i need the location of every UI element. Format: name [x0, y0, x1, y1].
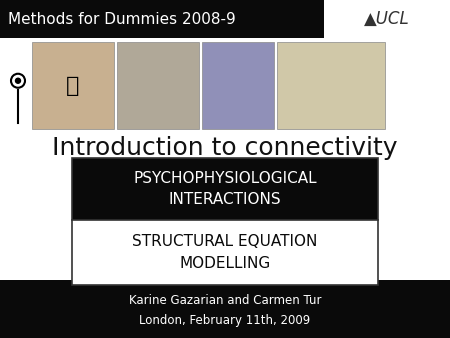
- Text: ▲UCL: ▲UCL: [364, 10, 410, 28]
- Text: PSYCHOPHYSIOLOGICAL
INTERACTIONS: PSYCHOPHYSIOLOGICAL INTERACTIONS: [133, 171, 317, 207]
- Text: STRUCTURAL EQUATION
MODELLING: STRUCTURAL EQUATION MODELLING: [132, 235, 318, 270]
- Text: London, February 11th, 2009: London, February 11th, 2009: [140, 314, 310, 327]
- Bar: [277, 42, 385, 129]
- Bar: [324, 0, 450, 38]
- Bar: [0, 280, 450, 338]
- Bar: [72, 220, 378, 285]
- Bar: [32, 42, 114, 129]
- Bar: [0, 38, 450, 133]
- Text: Methods for Dummies 2008-9: Methods for Dummies 2008-9: [8, 11, 236, 26]
- Text: Introduction to connectivity: Introduction to connectivity: [52, 136, 398, 160]
- Circle shape: [15, 78, 21, 83]
- Bar: [72, 158, 378, 285]
- Text: Karine Gazarian and Carmen Tur: Karine Gazarian and Carmen Tur: [129, 294, 321, 307]
- Bar: [0, 0, 450, 38]
- Text: 🗺: 🗺: [66, 75, 80, 96]
- Bar: [202, 42, 274, 129]
- Bar: [72, 158, 378, 220]
- Bar: [117, 42, 199, 129]
